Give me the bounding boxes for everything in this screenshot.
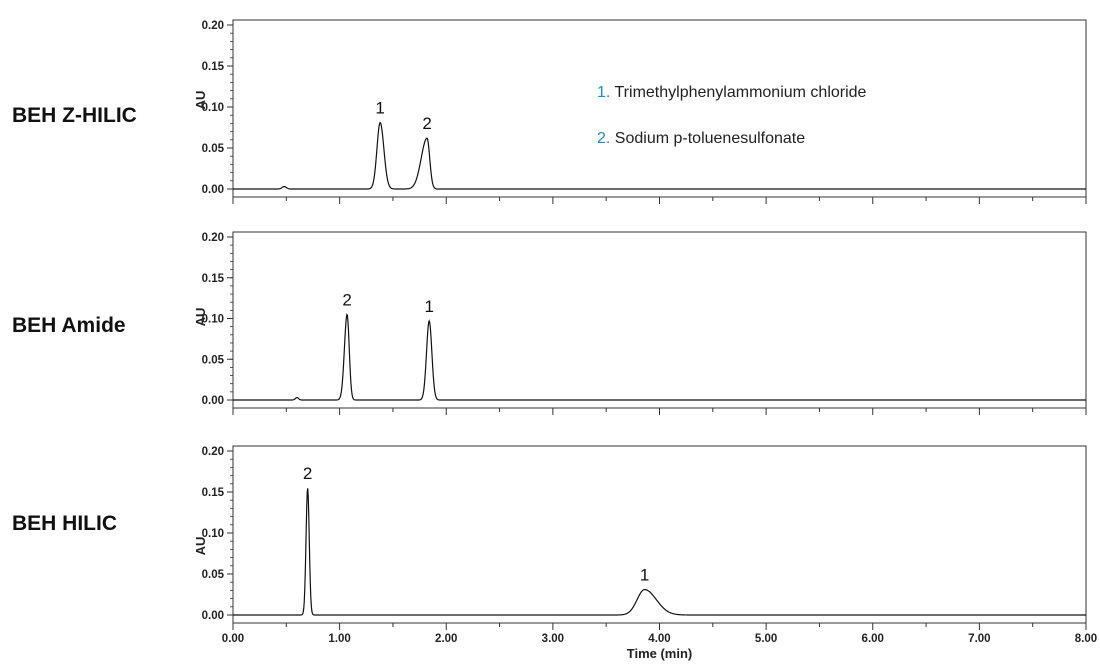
x-tick-label: 7.00 <box>968 633 990 645</box>
legend-label: Sodium p-toluenesulfonate <box>615 130 805 147</box>
y-tick-label: 0.05 <box>202 354 225 366</box>
y-tick-label: 0.20 <box>202 20 224 32</box>
peak-label-2: 2 <box>422 114 431 133</box>
y-tick-label: 0.00 <box>202 395 224 407</box>
peak-label-1: 1 <box>640 566 649 585</box>
y-axis-label: AU <box>193 91 208 110</box>
x-tick-label: 2.00 <box>435 633 457 645</box>
y-tick-label: 0.20 <box>202 232 224 244</box>
y-tick-label: 0.00 <box>202 184 224 196</box>
plot-frame <box>232 445 1087 624</box>
x-tick-label: 1.00 <box>328 633 350 645</box>
peak-label-2: 2 <box>303 464 312 483</box>
y-tick-label: 0.10 <box>202 528 224 540</box>
plot-frame <box>232 231 1087 409</box>
column-label: BEH Z-HILIC <box>12 104 137 127</box>
peak-label-1: 1 <box>424 297 433 316</box>
trace-line <box>233 121 1086 190</box>
x-tick-label: 0.00 <box>222 633 244 645</box>
legend: 1. Trimethylphenylammonium chloride 2. So… <box>597 84 867 147</box>
legend-item: 1. Trimethylphenylammonium chloride <box>597 84 867 101</box>
panel-1: BEH Amide AU 0.00 0.05 0.10 0.15 0.20 2 1 <box>12 231 1087 415</box>
y-tick-label: 0.05 <box>202 143 225 155</box>
y-tick-label: 0.20 <box>202 446 224 458</box>
x-tick-label: 3.00 <box>542 633 564 645</box>
legend-label: Trimethylphenylammonium chloride <box>615 84 867 101</box>
y-tick-label: 0.00 <box>202 610 224 622</box>
y-axis-label: AU <box>193 308 208 327</box>
y-tick-label: 0.15 <box>202 61 225 73</box>
panel-0: BEH Z-HILIC AU 0.00 0.05 0.10 0.15 0.20 1 2 <box>12 19 1087 204</box>
peak-label-1: 1 <box>375 99 384 118</box>
x-tick-label: 4.00 <box>648 633 670 645</box>
peak-label-2: 2 <box>342 290 351 309</box>
y-tick-label: 0.10 <box>202 314 224 326</box>
y-tick-label: 0.15 <box>202 273 225 285</box>
trace-line <box>233 488 1086 616</box>
column-label: BEH Amide <box>12 314 126 337</box>
y-tick-label: 0.15 <box>202 487 225 499</box>
legend-item: 2. Sodium p-toluenesulfonate <box>597 130 805 147</box>
x-axis-label: Time (min) <box>627 646 693 661</box>
x-tick-label: 5.00 <box>755 633 777 645</box>
x-tick-label: 8.00 <box>1075 633 1097 645</box>
x-tick-label: 6.00 <box>862 633 884 645</box>
y-tick-label: 0.05 <box>202 569 225 581</box>
y-tick-label: 0.10 <box>202 102 224 114</box>
legend-number: 1. <box>597 84 615 101</box>
y-axis-label: AU <box>193 537 208 556</box>
trace-line <box>233 313 1086 401</box>
legend-number: 2. <box>597 130 615 147</box>
panel-2: BEH HILIC AU 0.00 0.05 0.10 0.15 0.20 2 1 <box>12 445 1087 630</box>
plot-frame <box>232 19 1087 198</box>
column-label: BEH HILIC <box>12 512 117 535</box>
